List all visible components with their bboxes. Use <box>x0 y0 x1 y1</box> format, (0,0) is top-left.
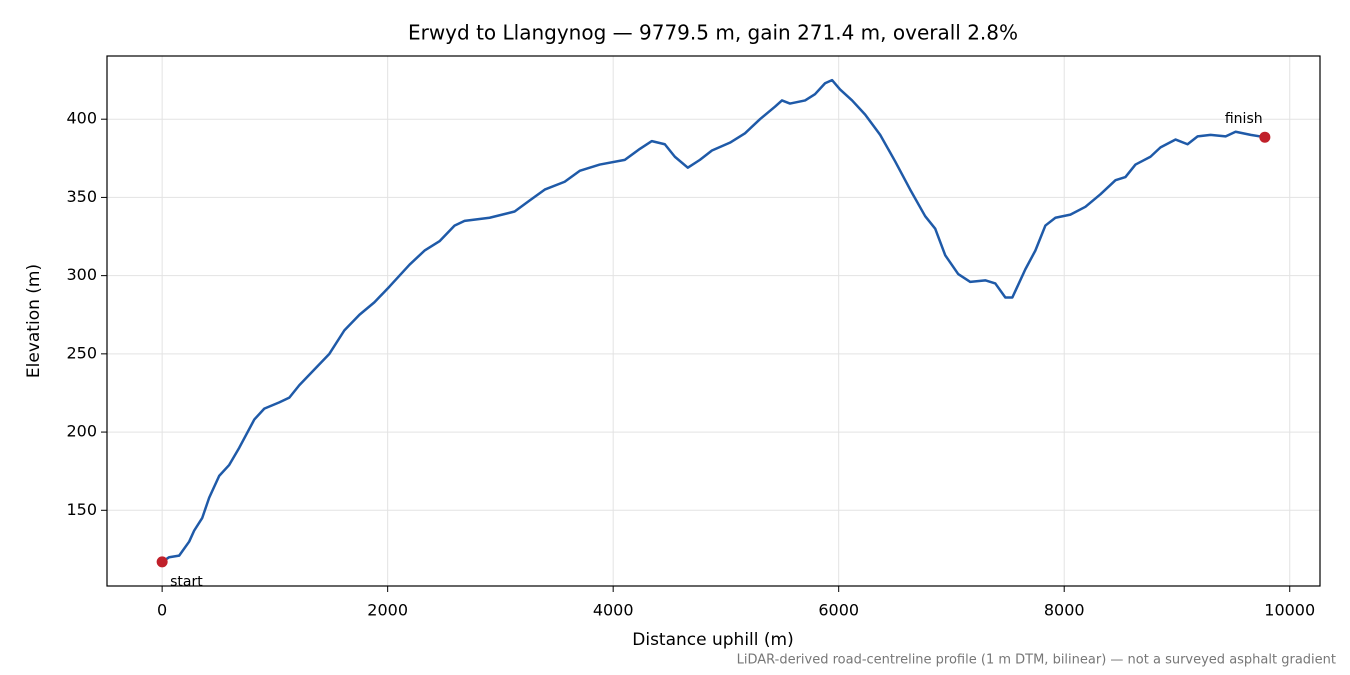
chart-title: Erwyd to Llangynog — 9779.5 m, gain 271.… <box>408 21 1018 45</box>
x-tick-label: 0 <box>157 601 167 620</box>
point-marker <box>1259 131 1271 143</box>
footnote: LiDAR-derived road-centreline profile (1… <box>737 653 1336 668</box>
y-tick-label: 200 <box>66 422 97 441</box>
y-tick-label: 350 <box>66 187 97 206</box>
point-marker <box>156 556 168 568</box>
plot-frame <box>106 55 1321 587</box>
x-tick-label: 8000 <box>1044 601 1085 620</box>
y-axis-label: Elevation (m) <box>24 264 44 378</box>
x-tick-label: 6000 <box>818 601 859 620</box>
x-tick-label: 10000 <box>1264 601 1315 620</box>
y-tick-label: 250 <box>66 343 97 362</box>
y-tick-label: 300 <box>66 265 97 284</box>
x-tick-label: 4000 <box>593 601 634 620</box>
x-axis-label: Distance uphill (m) <box>632 630 793 650</box>
y-tick-label: 400 <box>66 109 97 128</box>
elevation-line <box>161 78 1266 563</box>
point-label: finish <box>1225 111 1263 127</box>
y-tick-label: 150 <box>66 500 97 519</box>
x-tick-label: 2000 <box>367 601 408 620</box>
point-label: start <box>170 574 203 590</box>
